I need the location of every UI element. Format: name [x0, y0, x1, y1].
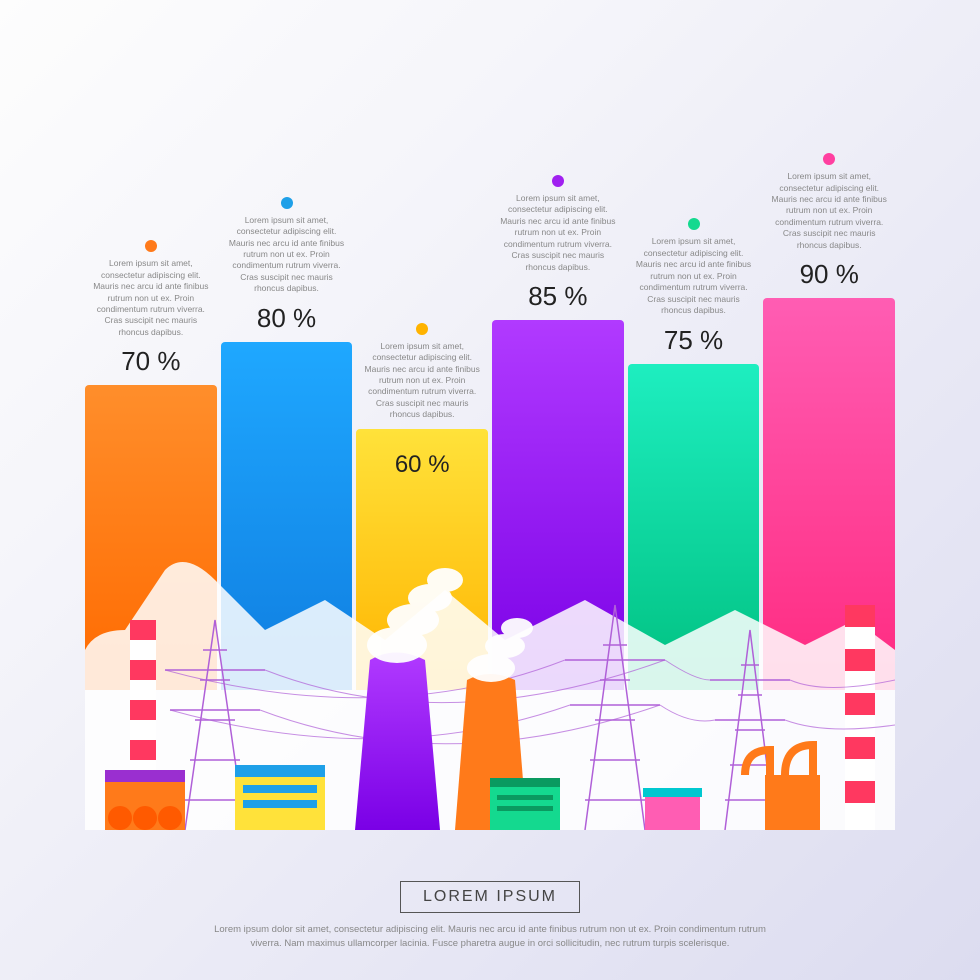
bar-description: Lorem ipsum sit amet, consectetur adipis…	[356, 341, 488, 421]
bullet-dot-icon	[688, 218, 700, 230]
bar-description: Lorem ipsum sit amet, consectetur adipis…	[628, 236, 760, 316]
bar	[492, 320, 624, 690]
footer-description: Lorem ipsum dolor sit amet, consectetur …	[210, 923, 770, 950]
bar-column: 60 % Lorem ipsum sit amet, consectetur ad…	[356, 50, 488, 690]
bar-description: Lorem ipsum sit amet, consectetur adipis…	[763, 171, 895, 251]
bar-description: Lorem ipsum sit amet, consectetur adipis…	[492, 193, 624, 273]
bar-annotation: Lorem ipsum sit amet, consectetur adipis…	[628, 218, 760, 355]
bar-description: Lorem ipsum sit amet, consectetur adipis…	[85, 258, 217, 338]
footer-title: LOREM IPSUM	[400, 881, 580, 913]
bar-column: Lorem ipsum sit amet, consectetur adipis…	[763, 50, 895, 690]
bullet-dot-icon	[552, 175, 564, 187]
bar-annotation: Lorem ipsum sit amet, consectetur adipis…	[85, 240, 217, 377]
bullet-dot-icon	[823, 153, 835, 165]
bar-column: Lorem ipsum sit amet, consectetur adipis…	[85, 50, 217, 690]
bar	[221, 342, 353, 690]
building-icon	[235, 775, 325, 830]
footer: LOREM IPSUM Lorem ipsum dolor sit amet, …	[0, 881, 980, 950]
bar-column: Lorem ipsum sit amet, consectetur adipis…	[492, 50, 624, 690]
building-icon	[765, 775, 820, 830]
bar-column: Lorem ipsum sit amet, consectetur adipis…	[221, 50, 353, 690]
bar-chart: Lorem ipsum sit amet, consectetur adipis…	[85, 50, 895, 690]
bar-column: Lorem ipsum sit amet, consectetur adipis…	[628, 50, 760, 690]
building-icon	[645, 795, 700, 830]
bullet-dot-icon	[145, 240, 157, 252]
bar: 60 %	[356, 429, 488, 690]
bar-percent-label: 90 %	[800, 259, 859, 290]
bar	[85, 385, 217, 690]
bullet-dot-icon	[416, 323, 428, 335]
bar-annotation: Lorem ipsum sit amet, consectetur adipis…	[221, 197, 353, 334]
bar-annotation: Lorem ipsum sit amet, consectetur adipis…	[356, 323, 488, 421]
cooling-tower-icon	[455, 674, 527, 830]
bar-percent-label: 60 %	[356, 451, 488, 479]
bar-description: Lorem ipsum sit amet, consectetur adipis…	[221, 215, 353, 295]
bar-percent-label: 70 %	[121, 346, 180, 377]
bar	[763, 298, 895, 690]
bar-annotation: Lorem ipsum sit amet, consectetur adipis…	[763, 153, 895, 290]
building-icon	[105, 780, 185, 830]
bar-percent-label: 75 %	[664, 325, 723, 356]
bar-percent-label: 80 %	[257, 303, 316, 334]
bar-annotation: Lorem ipsum sit amet, consectetur adipis…	[492, 175, 624, 312]
bullet-dot-icon	[281, 197, 293, 209]
bar	[628, 364, 760, 690]
building-icon	[490, 785, 560, 830]
bar-percent-label: 85 %	[528, 281, 587, 312]
